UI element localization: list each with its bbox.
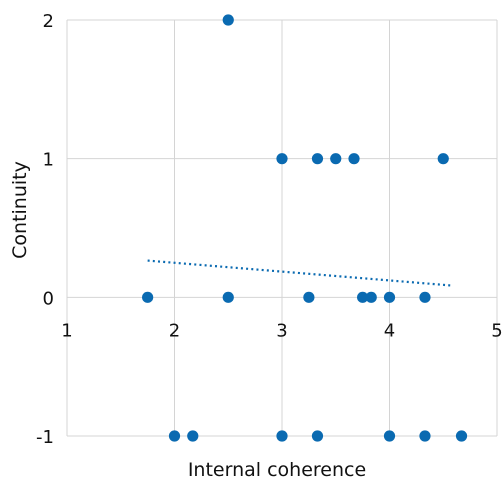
data-point <box>276 430 288 442</box>
y-axis-title: Continuity <box>9 161 31 259</box>
y-tick-label: 2 <box>43 11 54 32</box>
data-point <box>187 430 199 442</box>
data-point <box>222 14 234 26</box>
data-point <box>365 291 377 303</box>
data-point <box>311 430 324 442</box>
x-tick-label: 2 <box>169 320 180 341</box>
x-tick-labels: 1 2 3 4 5 <box>61 320 502 341</box>
data-point <box>348 153 360 165</box>
y-tick-label: -1 <box>36 427 54 448</box>
data-point <box>142 291 154 303</box>
x-tick-label: 5 <box>491 320 502 341</box>
data-point <box>276 153 288 165</box>
data-point <box>383 291 396 303</box>
y-tick-labels: -1 0 1 2 <box>36 11 54 448</box>
data-point <box>311 153 324 165</box>
y-tick-label: 0 <box>43 288 54 309</box>
x-tick-label: 4 <box>384 320 395 341</box>
data-point <box>419 291 431 303</box>
grid-lines <box>66 19 498 437</box>
x-axis-title: Internal coherence <box>188 459 366 481</box>
data-points <box>142 14 468 442</box>
data-point <box>357 291 369 303</box>
data-point <box>383 430 396 442</box>
data-point <box>437 153 449 165</box>
data-point <box>330 153 342 165</box>
data-point <box>419 430 431 442</box>
y-tick-label: 1 <box>43 150 54 171</box>
data-point <box>222 291 234 303</box>
data-point <box>168 430 181 442</box>
x-tick-label: 3 <box>276 320 287 341</box>
trendline <box>147 259 452 287</box>
trendline-group <box>147 259 452 287</box>
data-point <box>455 430 468 442</box>
data-point <box>303 291 315 303</box>
x-tick-label: 1 <box>61 320 72 341</box>
